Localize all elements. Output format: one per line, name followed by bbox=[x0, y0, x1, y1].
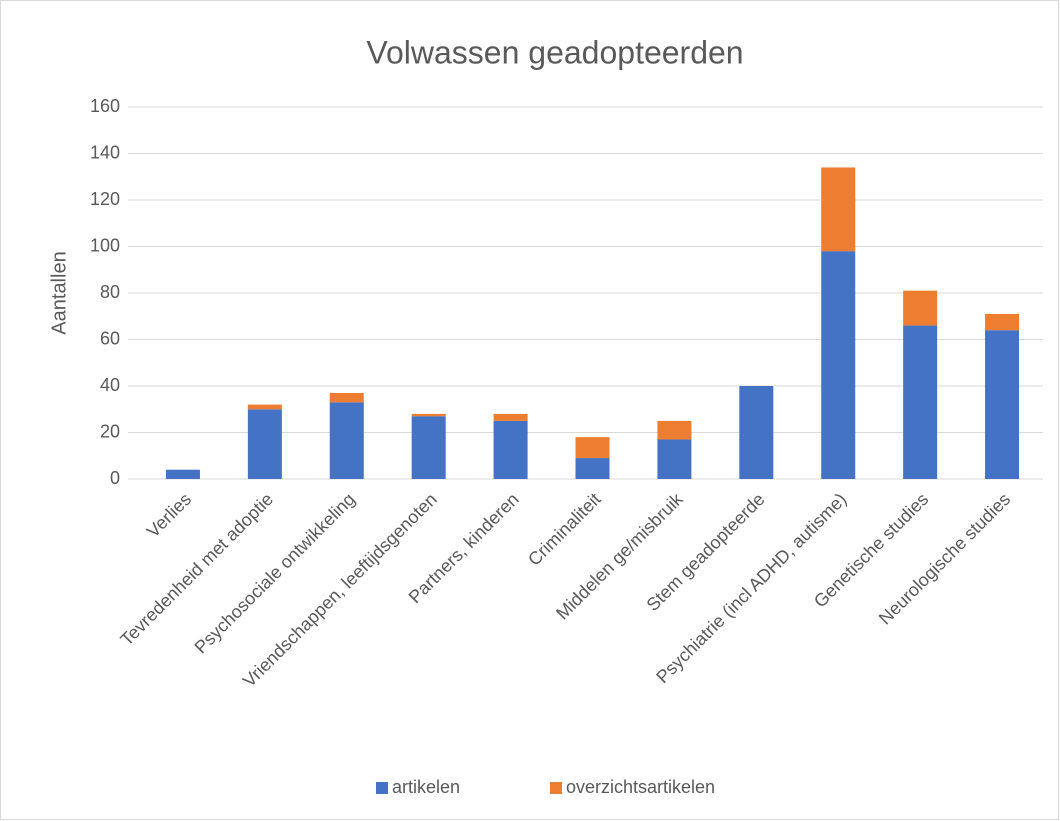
legend-swatch bbox=[376, 782, 388, 794]
bar-segment bbox=[575, 437, 610, 459]
y-axis-label: Aantallen bbox=[48, 251, 70, 334]
bar-segment bbox=[493, 420, 528, 479]
y-tick-label: 60 bbox=[100, 328, 120, 348]
legend-label: artikelen bbox=[392, 777, 460, 797]
bar-segment bbox=[411, 413, 446, 417]
bar-segment bbox=[985, 330, 1020, 479]
bar-segment bbox=[247, 404, 282, 410]
y-tick-label: 120 bbox=[90, 189, 120, 209]
bar-segment bbox=[329, 392, 364, 403]
bar-segment bbox=[165, 469, 200, 479]
y-tick-label: 80 bbox=[100, 282, 120, 302]
bar-segment bbox=[575, 458, 610, 479]
bar-segment bbox=[985, 313, 1020, 331]
bar-segment bbox=[821, 167, 856, 252]
bar-segment bbox=[493, 413, 528, 421]
y-tick-label: 100 bbox=[90, 235, 120, 255]
bar-segment bbox=[247, 409, 282, 479]
bar-segment bbox=[903, 325, 938, 479]
y-tick-label: 40 bbox=[100, 375, 120, 395]
bar-segment bbox=[411, 416, 446, 479]
legend-label: overzichtsartikelen bbox=[566, 777, 715, 797]
bar-segment bbox=[821, 251, 856, 479]
chart-title: Volwassen geadopteerden bbox=[366, 34, 743, 70]
legend-swatch bbox=[550, 782, 562, 794]
bar-segment bbox=[739, 386, 774, 479]
y-tick-label: 20 bbox=[100, 421, 120, 441]
y-tick-label: 0 bbox=[110, 468, 120, 488]
bar-segment bbox=[657, 420, 692, 440]
y-tick-label: 140 bbox=[90, 142, 120, 162]
bar-segment bbox=[329, 402, 364, 479]
bar-segment bbox=[903, 290, 938, 326]
y-tick-label: 160 bbox=[90, 96, 120, 116]
bar-segment bbox=[657, 439, 692, 479]
